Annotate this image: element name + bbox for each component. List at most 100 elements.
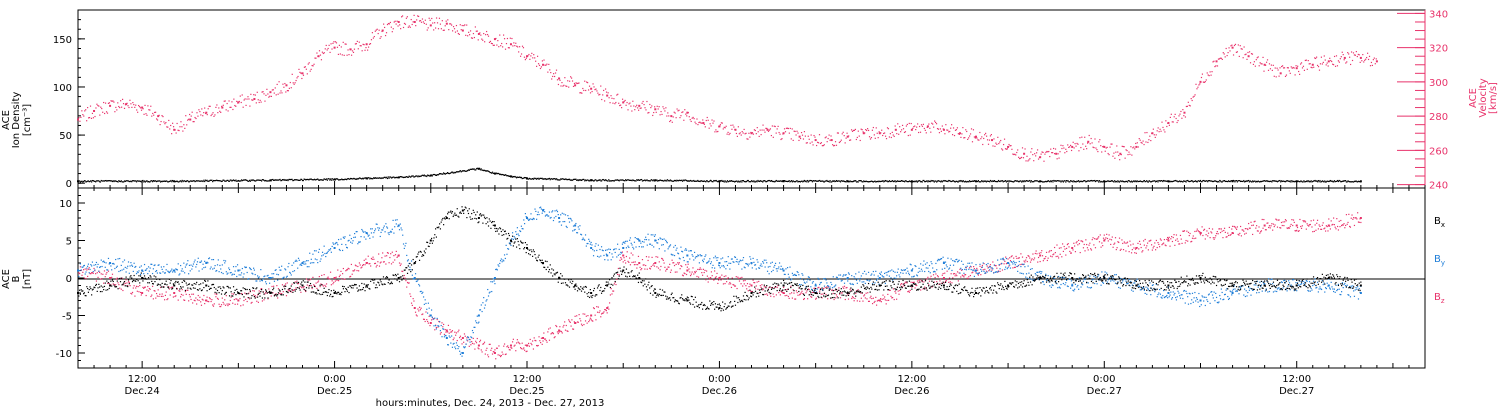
velocity-sample bbox=[1255, 59, 1257, 61]
ion-density-sample bbox=[1187, 179, 1189, 182]
bz-sample bbox=[453, 337, 455, 339]
velocity-sample bbox=[379, 37, 381, 39]
bottom-left-label-1: ACE bbox=[1, 269, 12, 289]
ion-density-sample bbox=[315, 179, 317, 181]
ion-density-sample bbox=[1119, 180, 1121, 182]
ion-density-sample bbox=[805, 180, 807, 182]
ion-density-sample bbox=[641, 178, 643, 181]
velocity-sample bbox=[459, 24, 461, 26]
velocity-sample bbox=[822, 144, 824, 147]
velocity-sample bbox=[569, 80, 571, 82]
ion-density-sample bbox=[842, 180, 844, 182]
velocity-sample bbox=[302, 74, 305, 76]
ion-density-sample bbox=[299, 179, 301, 181]
bz-sample bbox=[647, 259, 649, 262]
velocity-sample bbox=[1032, 154, 1034, 156]
bz-sample bbox=[1051, 256, 1053, 258]
velocity-sample bbox=[1114, 157, 1116, 159]
ion-density-sample bbox=[626, 179, 628, 181]
ion-density-sample bbox=[1027, 180, 1029, 182]
bz-sample bbox=[656, 266, 658, 268]
velocity-sample bbox=[1150, 139, 1152, 142]
velocity-sample bbox=[696, 118, 698, 120]
bz-point bbox=[750, 284, 753, 287]
y-tick-right-label: 240 bbox=[1429, 181, 1448, 192]
bz-sample bbox=[977, 269, 979, 271]
velocity-sample bbox=[656, 105, 658, 107]
bz-sample bbox=[1315, 229, 1317, 231]
velocity-sample bbox=[930, 131, 932, 133]
ion-density-sample bbox=[1063, 180, 1065, 182]
bz-sample bbox=[179, 290, 181, 292]
velocity-sample bbox=[1372, 59, 1374, 61]
ion-density-sample bbox=[762, 181, 764, 183]
bz-sample bbox=[685, 273, 688, 276]
bz-sample bbox=[803, 297, 806, 300]
velocity-sample bbox=[1293, 67, 1295, 69]
ion-density-sample bbox=[248, 180, 250, 182]
ion-density-sample bbox=[1274, 180, 1276, 182]
bz-sample bbox=[1320, 228, 1323, 231]
velocity-sample bbox=[899, 126, 901, 128]
bz-sample bbox=[1062, 250, 1064, 253]
bz-sample bbox=[588, 321, 590, 323]
velocity-sample bbox=[1363, 61, 1365, 63]
bz-sample bbox=[747, 290, 749, 292]
ion-density-sample bbox=[151, 180, 153, 182]
velocity-sample bbox=[787, 127, 789, 130]
bz-sample bbox=[258, 290, 260, 292]
velocity-sample bbox=[1076, 142, 1078, 145]
bz-sample bbox=[290, 291, 292, 293]
ion-density-sample bbox=[1355, 180, 1357, 182]
bz-sample bbox=[650, 265, 652, 268]
bz-sample bbox=[1259, 232, 1261, 234]
ion-density-sample bbox=[497, 172, 499, 175]
ion-density-sample bbox=[279, 178, 281, 181]
bz-sample bbox=[289, 289, 291, 291]
ion-density-sample bbox=[251, 179, 253, 182]
ion-density-sample bbox=[278, 179, 280, 181]
bz-sample bbox=[1086, 247, 1089, 249]
velocity-point bbox=[734, 128, 737, 131]
ion-density-sample bbox=[831, 180, 834, 182]
bz-sample bbox=[928, 280, 931, 282]
bz-sample bbox=[459, 335, 462, 337]
velocity-sample bbox=[368, 43, 371, 45]
bz-sample bbox=[694, 272, 696, 274]
bz-sample bbox=[1165, 245, 1167, 247]
bz-point bbox=[109, 277, 112, 279]
bz-sample bbox=[775, 294, 777, 296]
ion-density-sample bbox=[252, 179, 255, 181]
bz-sample bbox=[868, 300, 870, 302]
velocity-sample bbox=[745, 132, 747, 134]
bz-sample bbox=[607, 306, 609, 308]
ion-density-sample bbox=[899, 180, 901, 182]
velocity-sample bbox=[1120, 153, 1122, 156]
bz-sample bbox=[79, 272, 81, 275]
bz-sample bbox=[1092, 237, 1094, 239]
ion-density-sample bbox=[1076, 180, 1078, 182]
bz-sample bbox=[525, 350, 527, 353]
bz-sample bbox=[901, 286, 903, 288]
velocity-sample bbox=[159, 123, 161, 126]
bz-sample bbox=[501, 351, 503, 353]
bz-sample bbox=[370, 257, 373, 260]
velocity-sample bbox=[1091, 142, 1093, 144]
ion-density-sample bbox=[968, 180, 971, 182]
bz-sample bbox=[964, 274, 967, 276]
velocity-sample bbox=[1203, 81, 1205, 83]
ion-density-sample bbox=[739, 181, 741, 183]
velocity-sample bbox=[1094, 138, 1096, 140]
ion-density-sample bbox=[712, 181, 714, 183]
bz-sample bbox=[653, 263, 655, 265]
bz-sample bbox=[555, 324, 557, 327]
bz-sample bbox=[916, 284, 918, 287]
velocity-sample bbox=[904, 131, 907, 133]
ion-density-sample bbox=[95, 181, 97, 183]
ion-density-sample bbox=[345, 178, 347, 180]
ion-density-sample bbox=[906, 180, 908, 183]
bz-sample bbox=[557, 332, 559, 335]
ion-density-sample bbox=[225, 180, 227, 182]
ion-density-sample bbox=[916, 181, 919, 183]
bz-sample bbox=[95, 280, 98, 282]
